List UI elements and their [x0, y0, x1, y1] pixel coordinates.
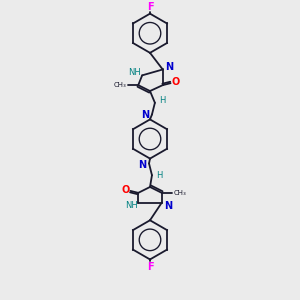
Text: H: H: [160, 96, 166, 105]
Text: N: N: [141, 110, 149, 121]
Text: CH₃: CH₃: [174, 190, 187, 196]
Text: N: N: [138, 160, 146, 170]
Text: O: O: [171, 77, 180, 87]
Text: N: N: [166, 61, 174, 71]
Text: NH: NH: [125, 201, 138, 210]
Text: H: H: [157, 171, 163, 180]
Text: F: F: [147, 262, 153, 272]
Text: F: F: [147, 2, 153, 12]
Text: N: N: [164, 201, 173, 211]
Text: CH₃: CH₃: [113, 82, 126, 88]
Text: NH: NH: [128, 68, 141, 77]
Text: O: O: [122, 185, 130, 195]
